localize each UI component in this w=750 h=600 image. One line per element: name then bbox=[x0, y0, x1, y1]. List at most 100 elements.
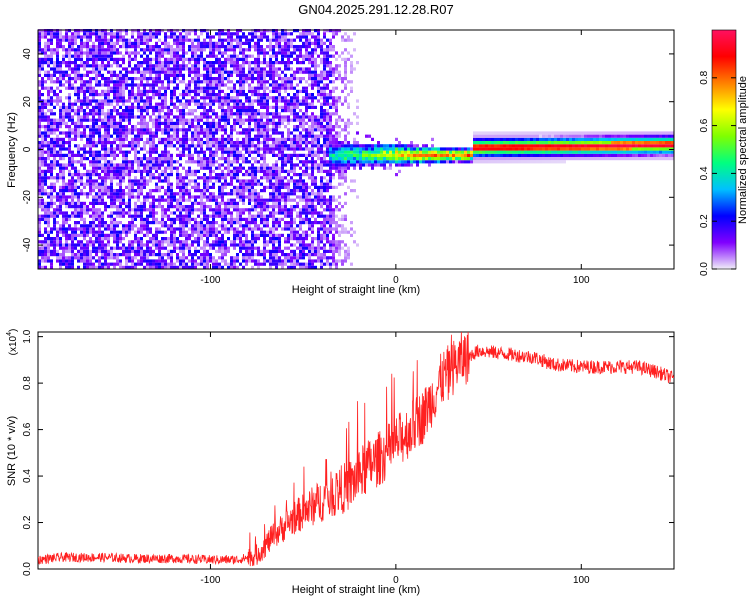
heatmap-cell bbox=[215, 214, 218, 218]
heatmap-cell bbox=[182, 256, 185, 260]
heatmap-cell bbox=[113, 176, 116, 180]
heatmap-cell bbox=[197, 195, 200, 199]
heatmap-cell bbox=[263, 77, 266, 81]
heatmap-cell bbox=[125, 38, 128, 42]
heatmap-cell bbox=[176, 179, 179, 183]
heatmap-cell bbox=[209, 214, 212, 218]
heatmap-cell bbox=[284, 141, 287, 145]
heatmap-cell bbox=[230, 221, 233, 225]
heatmap-cell bbox=[74, 243, 77, 247]
heatmap-cell bbox=[137, 67, 140, 71]
heatmap-cell bbox=[104, 265, 107, 269]
heatmap-cell bbox=[188, 259, 191, 263]
heatmap-cell bbox=[98, 134, 101, 138]
heatmap-cell bbox=[131, 112, 134, 116]
heatmap-cell bbox=[200, 144, 203, 148]
heatmap-cell bbox=[95, 89, 98, 93]
heatmap-cell bbox=[266, 137, 269, 141]
heatmap-cell bbox=[92, 214, 95, 218]
heatmap-cell bbox=[218, 144, 221, 148]
heatmap-cell bbox=[182, 105, 185, 109]
heatmap-cell bbox=[287, 99, 290, 103]
heatmap-cell bbox=[119, 93, 122, 97]
heatmap-cell bbox=[239, 243, 242, 247]
heatmap-cell bbox=[116, 89, 119, 93]
heatmap-cell bbox=[152, 134, 155, 138]
heatmap-cell bbox=[116, 77, 119, 81]
heatmap-cell bbox=[236, 230, 239, 234]
heatmap-cell bbox=[191, 29, 194, 33]
heatmap-cell bbox=[47, 147, 50, 151]
heatmap-cell bbox=[140, 240, 143, 244]
heatmap-cell bbox=[98, 83, 101, 87]
heatmap-cell bbox=[116, 125, 119, 129]
heatmap-cell bbox=[38, 121, 41, 125]
heatmap-cell bbox=[266, 109, 269, 113]
heatmap-cell bbox=[95, 32, 98, 36]
heatmap-cell bbox=[149, 144, 152, 148]
heatmap-cell bbox=[224, 205, 227, 209]
heatmap-cell bbox=[56, 38, 59, 42]
heatmap-cell bbox=[185, 265, 188, 269]
heatmap-cell bbox=[263, 163, 266, 167]
heatmap-cell bbox=[281, 262, 284, 266]
heatmap-cell bbox=[299, 160, 302, 164]
heatmap-cell bbox=[143, 157, 146, 161]
heatmap-cell bbox=[257, 77, 260, 81]
heatmap-cell bbox=[89, 29, 92, 33]
heatmap-cell bbox=[215, 77, 218, 81]
heatmap-cell bbox=[128, 118, 131, 122]
heatmap-cell bbox=[38, 115, 41, 119]
heatmap-cell bbox=[155, 134, 158, 138]
heatmap-cell bbox=[170, 211, 173, 215]
heatmap-cell bbox=[83, 233, 86, 237]
heatmap-cell bbox=[245, 237, 248, 241]
heatmap-cell bbox=[104, 29, 107, 33]
heatmap-cell bbox=[224, 243, 227, 247]
heatmap-cell bbox=[200, 198, 203, 202]
heatmap-cell bbox=[146, 195, 149, 199]
heatmap-cell bbox=[170, 253, 173, 257]
heatmap-cell bbox=[155, 163, 158, 167]
heatmap-cell bbox=[233, 64, 236, 68]
heatmap-cell bbox=[167, 243, 170, 247]
heatmap-cell bbox=[236, 256, 239, 260]
heatmap-cell bbox=[275, 41, 278, 45]
heatmap-cell bbox=[272, 192, 275, 196]
heatmap-cell bbox=[224, 118, 227, 122]
heatmap-cell bbox=[263, 67, 266, 71]
heatmap-cell bbox=[173, 230, 176, 234]
heatmap-cell bbox=[227, 160, 230, 164]
heatmap-cell bbox=[128, 163, 131, 167]
heatmap-cell bbox=[266, 128, 269, 132]
heatmap-cell bbox=[173, 128, 176, 132]
heatmap-cell bbox=[143, 163, 146, 167]
heatmap-cell bbox=[62, 131, 65, 135]
heatmap-cell bbox=[233, 61, 236, 65]
heatmap-cell bbox=[203, 99, 206, 103]
heatmap-cell bbox=[80, 256, 83, 260]
heatmap-cell bbox=[47, 176, 50, 180]
heatmap-cell bbox=[149, 153, 152, 157]
heatmap-cell bbox=[287, 195, 290, 199]
heatmap-cell bbox=[185, 182, 188, 186]
heatmap-cell bbox=[137, 89, 140, 93]
heatmap-cell bbox=[53, 176, 56, 180]
heatmap-cell bbox=[140, 205, 143, 209]
heatmap-cell bbox=[206, 137, 209, 141]
heatmap-cell bbox=[275, 195, 278, 199]
heatmap-cell bbox=[167, 237, 170, 241]
heatmap-cell bbox=[233, 246, 236, 250]
heatmap-cell bbox=[266, 38, 269, 42]
heatmap-cell bbox=[224, 93, 227, 97]
heatmap-cell bbox=[215, 173, 218, 177]
heatmap-cell bbox=[260, 99, 263, 103]
heatmap-cell bbox=[116, 256, 119, 260]
heatmap-cell bbox=[287, 259, 290, 263]
heatmap-cell bbox=[107, 102, 110, 106]
heatmap-cell bbox=[167, 35, 170, 39]
heatmap-cell bbox=[107, 169, 110, 173]
heatmap-cell bbox=[209, 86, 212, 90]
heatmap-cell bbox=[239, 195, 242, 199]
heatmap-cell bbox=[251, 102, 254, 106]
